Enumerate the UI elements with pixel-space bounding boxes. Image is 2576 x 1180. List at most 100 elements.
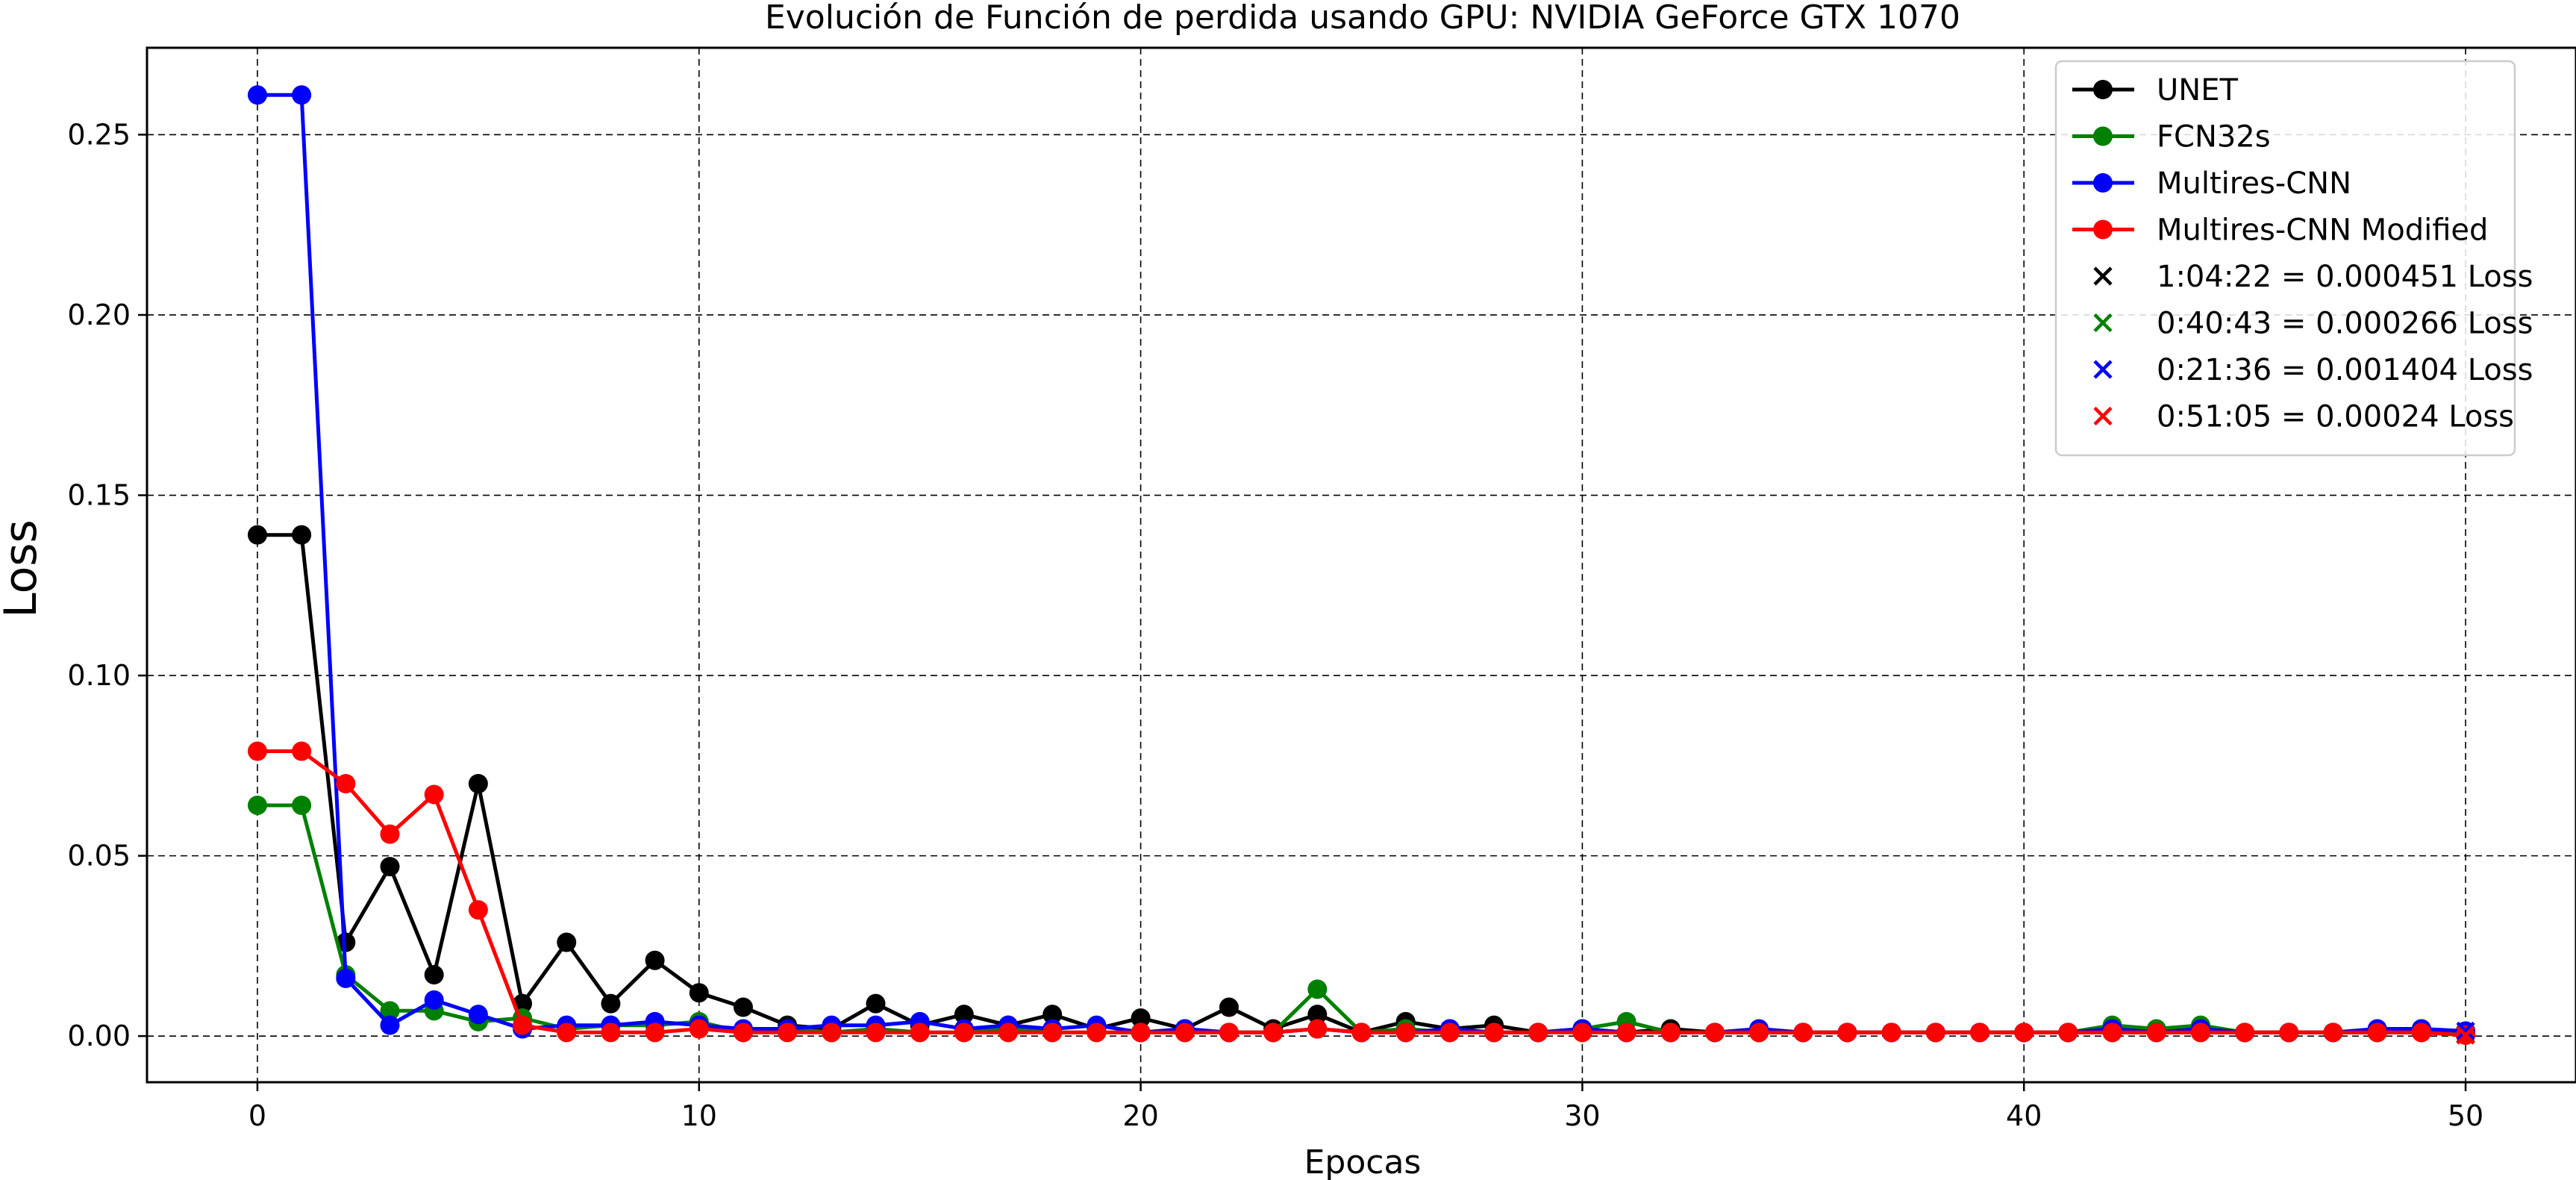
plot-area bbox=[146, 46, 2576, 1084]
data-point bbox=[468, 900, 488, 920]
x-tick-label: 20 bbox=[1122, 1099, 1158, 1132]
x-tick-label: 50 bbox=[2448, 1099, 2483, 1132]
legend-x-marker bbox=[2093, 266, 2113, 286]
data-point bbox=[2367, 1023, 2387, 1043]
x-tick-label: 30 bbox=[1564, 1099, 1600, 1132]
series-fcn32s bbox=[247, 795, 2476, 1045]
data-point bbox=[1307, 979, 1328, 999]
data-point bbox=[557, 1023, 577, 1043]
data-point bbox=[601, 1023, 621, 1043]
data-point bbox=[954, 1023, 974, 1043]
data-point bbox=[380, 1001, 400, 1021]
legend-label: Multires-CNN Modified bbox=[2157, 213, 2488, 248]
data-point bbox=[2146, 1023, 2166, 1043]
data-point bbox=[2235, 1023, 2255, 1043]
x-tick-label: 40 bbox=[2006, 1099, 2042, 1132]
data-point bbox=[689, 1019, 709, 1039]
legend-label: FCN32s bbox=[2157, 120, 2271, 154]
data-point bbox=[1439, 1023, 1460, 1043]
data-point bbox=[1749, 1023, 1769, 1043]
data-point bbox=[380, 824, 400, 844]
legend-label: 0:21:36 = 0.001404 Loss bbox=[2157, 353, 2533, 387]
data-point bbox=[1042, 1005, 1063, 1025]
data-point bbox=[292, 795, 312, 815]
data-point bbox=[1528, 1023, 1548, 1043]
legend: UNET FCN32s Multires-CNN Multires-CNN Modif… bbox=[2054, 60, 2533, 457]
data-point bbox=[822, 1023, 842, 1043]
data-point bbox=[1131, 1008, 1151, 1028]
data-point bbox=[1175, 1023, 1195, 1043]
y-axis-ticks: 0.00 0.05 0.10 0.15 0.20 0.25 bbox=[67, 118, 147, 1052]
y-tick-label: 0.20 bbox=[67, 299, 131, 331]
chart-title: Evolución de Función de perdida usando G… bbox=[765, 0, 1960, 37]
data-point bbox=[778, 1023, 798, 1043]
x-axis-label: Epocas bbox=[1304, 1143, 1422, 1180]
y-tick-label: 0.00 bbox=[67, 1020, 131, 1052]
data-point bbox=[336, 773, 356, 793]
data-point bbox=[336, 968, 356, 988]
data-point bbox=[557, 932, 577, 952]
y-tick-label: 0.05 bbox=[67, 840, 131, 872]
data-point bbox=[2279, 1023, 2299, 1043]
y-tick-label: 0.15 bbox=[67, 479, 131, 512]
series-unet bbox=[247, 525, 2476, 1043]
data-point bbox=[468, 1005, 488, 1025]
data-point bbox=[292, 525, 312, 545]
data-point bbox=[1925, 1023, 1945, 1043]
legend-marker bbox=[2093, 126, 2113, 146]
y-tick-label: 0.10 bbox=[67, 659, 131, 692]
data-point bbox=[866, 1023, 886, 1043]
legend-x-marker bbox=[2093, 406, 2113, 426]
data-point bbox=[1307, 1019, 1328, 1039]
legend-label: Multires-CNN bbox=[2157, 166, 2351, 201]
legend-label: UNET bbox=[2157, 73, 2238, 107]
marker-stroke bbox=[2456, 1021, 2475, 1040]
y-axis-label: Loss bbox=[0, 519, 47, 618]
data-point bbox=[1395, 1023, 1416, 1043]
data-point bbox=[1042, 1023, 1063, 1043]
data-point bbox=[689, 983, 709, 1003]
data-point bbox=[247, 741, 267, 761]
data-point bbox=[468, 773, 488, 793]
data-point bbox=[1219, 997, 1239, 1017]
data-point bbox=[2058, 1023, 2078, 1043]
data-point bbox=[910, 1023, 930, 1043]
data-point bbox=[380, 857, 400, 877]
data-point bbox=[998, 1023, 1019, 1043]
x-axis-ticks: 0 10 20 30 40 50 bbox=[248, 1082, 2483, 1132]
legend-box bbox=[2054, 60, 2516, 457]
data-point bbox=[424, 784, 444, 805]
data-point bbox=[1351, 1023, 1372, 1043]
data-point bbox=[1087, 1023, 1107, 1043]
legend-label: 0:51:05 = 0.00024 Loss bbox=[2157, 400, 2514, 434]
data-point bbox=[424, 965, 444, 985]
data-point bbox=[1616, 1023, 1636, 1043]
data-point bbox=[1131, 1023, 1151, 1043]
data-point bbox=[1881, 1023, 1901, 1043]
marker-stroke bbox=[2456, 1026, 2475, 1045]
legend-marker bbox=[2093, 80, 2113, 99]
data-point bbox=[292, 741, 312, 761]
data-point bbox=[2190, 1023, 2210, 1043]
data-point bbox=[733, 997, 753, 1017]
data-point bbox=[1660, 1023, 1681, 1043]
series-line-unet bbox=[257, 533, 2466, 1034]
data-point bbox=[2014, 1023, 2034, 1043]
data-point bbox=[1837, 1023, 1857, 1043]
x-tick-label: 10 bbox=[681, 1099, 717, 1132]
data-point bbox=[247, 795, 267, 815]
legend-marker bbox=[2093, 219, 2113, 240]
final-loss-marker bbox=[2456, 1021, 2475, 1040]
data-point bbox=[1572, 1023, 1592, 1043]
data-point bbox=[954, 1005, 974, 1025]
data-point bbox=[1307, 1005, 1328, 1025]
data-point bbox=[1704, 1023, 1725, 1043]
legend-label: 1:04:22 = 0.000451 Loss bbox=[2157, 260, 2533, 294]
legend-label: 0:40:43 = 0.000266 Loss bbox=[2157, 307, 2533, 341]
final-loss-marker bbox=[2456, 1026, 2475, 1045]
data-point bbox=[247, 85, 267, 105]
data-point bbox=[601, 993, 621, 1014]
series-layer bbox=[247, 85, 2476, 1046]
data-point bbox=[292, 85, 312, 105]
